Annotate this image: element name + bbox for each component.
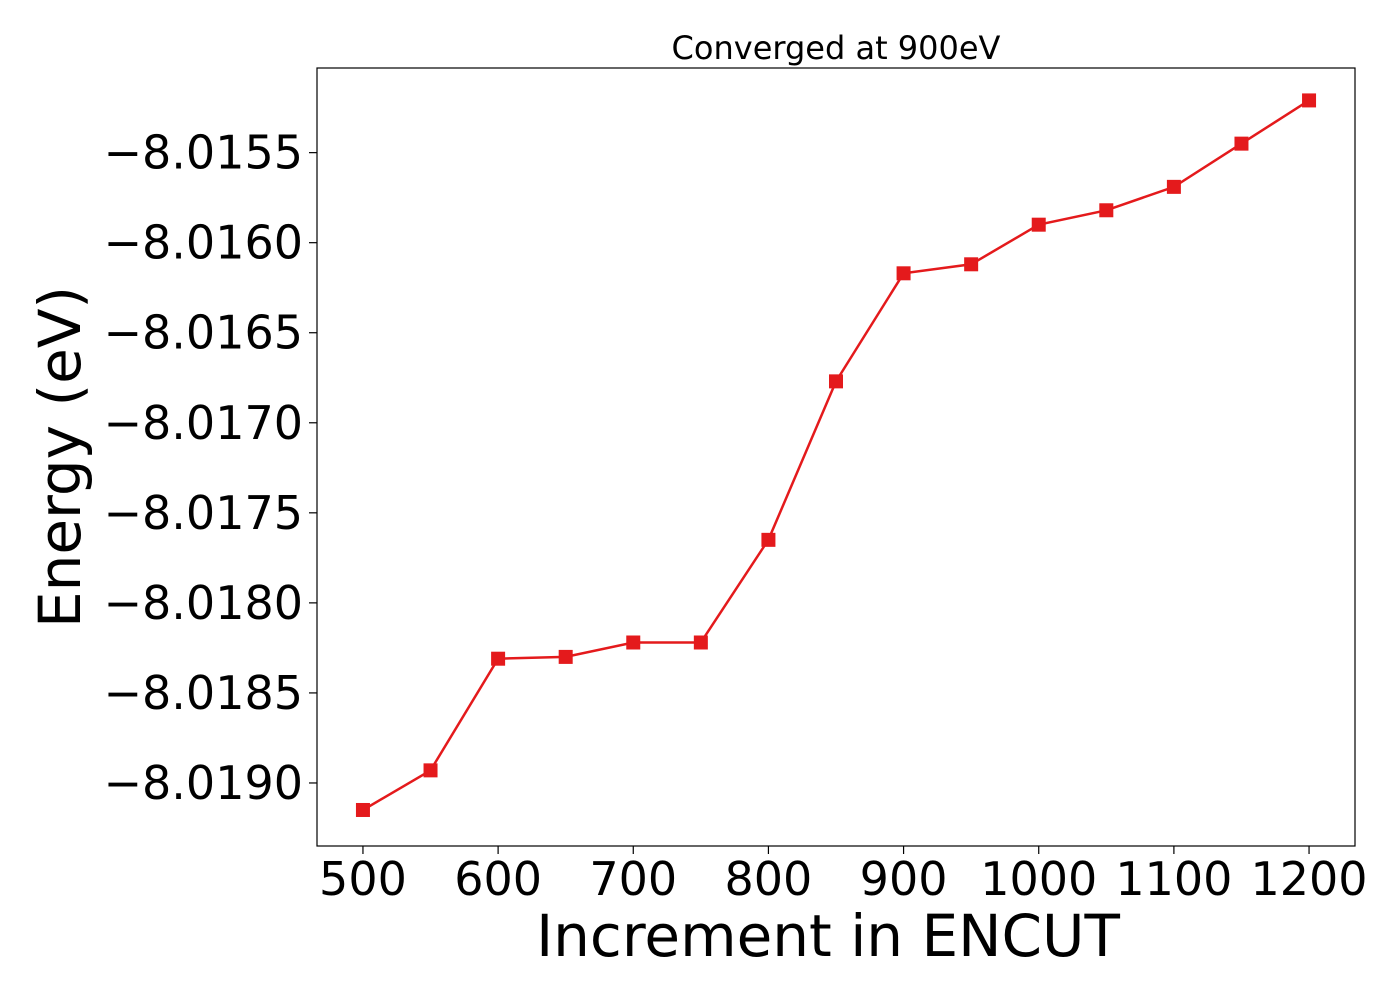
series-energy bbox=[355, 93, 1317, 817]
data-point bbox=[355, 802, 370, 817]
data-point bbox=[693, 635, 708, 650]
x-tick-label: 600 bbox=[454, 852, 542, 906]
y-tick-label: −8.0185 bbox=[104, 666, 304, 720]
y-tick-label: −8.0165 bbox=[104, 306, 304, 360]
x-axis-label: Increment in ENCUT bbox=[536, 902, 1120, 970]
x-tick-label: 700 bbox=[589, 852, 677, 906]
data-point bbox=[1234, 136, 1249, 151]
data-point bbox=[558, 649, 573, 664]
data-point bbox=[626, 635, 641, 650]
x-tick-label: 1000 bbox=[980, 852, 1097, 906]
data-point bbox=[761, 532, 776, 547]
data-point bbox=[1099, 203, 1114, 218]
data-point bbox=[423, 763, 438, 778]
y-tick-label: −8.0180 bbox=[104, 576, 304, 630]
data-point bbox=[896, 266, 911, 281]
y-tick-label: −8.0155 bbox=[104, 126, 304, 180]
data-point bbox=[1166, 179, 1181, 194]
y-tick-label: −8.0175 bbox=[104, 486, 304, 540]
y-tick-label: −8.0160 bbox=[104, 216, 304, 270]
x-tick-label: 1100 bbox=[1115, 852, 1232, 906]
data-point bbox=[964, 257, 979, 272]
chart-title: Converged at 900eV bbox=[672, 29, 1001, 67]
x-axis: 500 600 700 800 900 1000 1100 1200 bbox=[319, 846, 1368, 906]
y-tick-label: −8.0170 bbox=[104, 396, 304, 450]
data-point bbox=[1302, 93, 1317, 108]
y-axis: −8.0155 −8.0160 −8.0165 −8.0170 −8.0175 −8.01… bbox=[104, 126, 317, 810]
x-tick-label: 1200 bbox=[1251, 852, 1368, 906]
data-point bbox=[829, 374, 843, 389]
y-axis-label: Energy (eV) bbox=[26, 286, 94, 628]
plot-frame bbox=[316, 67, 1356, 847]
series-line bbox=[362, 99, 1310, 812]
x-tick-label: 800 bbox=[725, 852, 813, 906]
x-tick-label: 900 bbox=[860, 852, 948, 906]
data-point bbox=[1031, 217, 1046, 232]
x-tick-label: 500 bbox=[319, 852, 407, 906]
y-tick-label: −8.0190 bbox=[104, 756, 304, 810]
data-point bbox=[491, 651, 506, 666]
